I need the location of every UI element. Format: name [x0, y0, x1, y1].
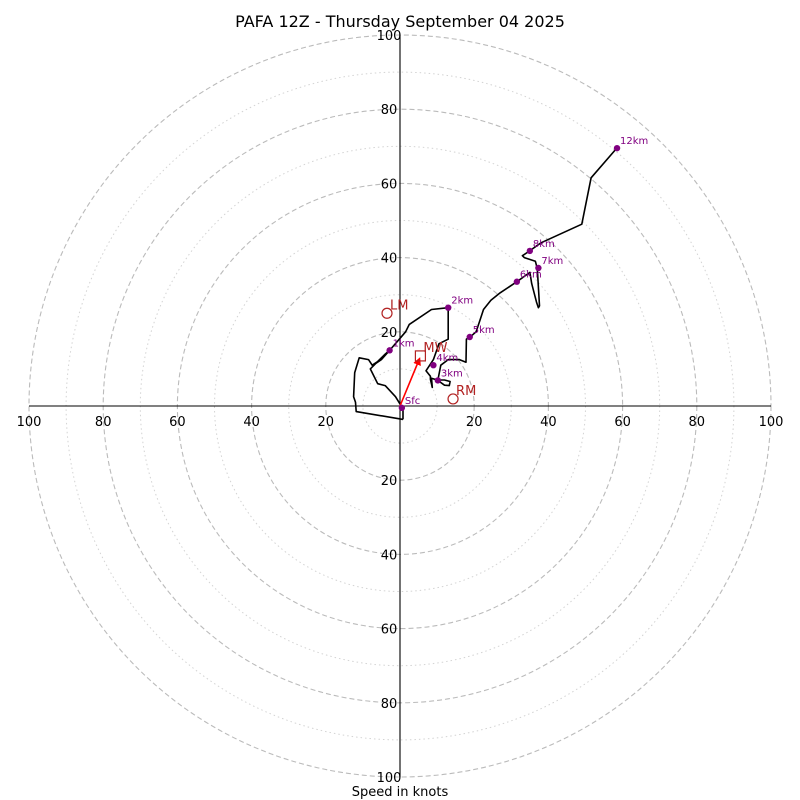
height-marker-label: 2km — [451, 296, 473, 307]
height-marker-dot — [445, 304, 452, 311]
height-marker-dot — [430, 361, 437, 369]
left-mover-marker — [381, 307, 393, 319]
mean-wind-marker — [414, 350, 427, 362]
height-marker-dot — [613, 144, 621, 152]
height-marker-dot — [535, 264, 542, 272]
tick-label: 100 — [377, 771, 402, 786]
height-marker-label: 1km — [393, 338, 415, 349]
right-mover-marker — [447, 393, 459, 405]
tick-label: 80 — [95, 415, 112, 430]
mean-wind-arrow — [399, 357, 421, 407]
tick-label: 80 — [689, 415, 706, 430]
height-marker-label: 12km — [620, 136, 648, 147]
tick-label: 80 — [381, 697, 398, 712]
tick-label: 60 — [614, 415, 631, 430]
hodograph-trace-lower — [352, 349, 404, 421]
left-mover-label: LM — [390, 298, 408, 313]
tick-label: 20 — [381, 474, 398, 489]
tick-label: 40 — [243, 415, 260, 430]
tick-label: 100 — [759, 415, 784, 430]
height-marker-label: 8km — [533, 239, 555, 250]
tick-label: 20 — [381, 326, 398, 341]
right-mover-label: RM — [456, 384, 476, 399]
height-markers: Sfc 1km 2km 3km 4km 5km 6km 7km 8km 12km — [386, 136, 648, 412]
tick-label: 100 — [377, 29, 402, 44]
chart-title: PAFA 12Z - Thursday September 04 2025 — [235, 12, 565, 31]
height-marker-label: 5km — [473, 325, 495, 336]
tick-label: 40 — [381, 252, 398, 267]
height-marker-dot — [398, 404, 406, 412]
storm-motion-markers: MW LM RM — [381, 298, 476, 407]
height-marker-label: 3km — [441, 368, 463, 379]
tick-label: 60 — [169, 415, 186, 430]
tick-label: 100 — [17, 415, 42, 430]
height-marker-label: 6km — [520, 270, 542, 281]
tick-label: 20 — [466, 415, 483, 430]
hodograph-trace — [369, 149, 616, 420]
mean-wind-label: MW — [423, 341, 447, 356]
x-axis-label: Speed in knots — [352, 785, 449, 800]
tick-label: 60 — [381, 623, 398, 638]
height-marker-dot — [434, 377, 442, 384]
tick-label: 60 — [381, 177, 398, 192]
tick-label: 20 — [318, 415, 335, 430]
tick-label: 80 — [381, 103, 398, 118]
height-marker-dot — [466, 333, 473, 341]
height-marker-label: Sfc — [405, 396, 420, 407]
wind-trace — [352, 149, 616, 421]
tick-label: 40 — [381, 548, 398, 563]
height-marker-label: 4km — [436, 353, 458, 364]
height-marker-label: 7km — [541, 256, 563, 267]
axis-tick-labels: 100 100 100 100 80 80 80 80 60 60 60 60 40 40 40 40 20 20… — [17, 29, 784, 786]
height-marker-dot — [386, 347, 393, 354]
height-marker-dot — [526, 247, 534, 255]
tick-label: 40 — [540, 415, 557, 430]
height-marker-dot — [513, 278, 521, 285]
